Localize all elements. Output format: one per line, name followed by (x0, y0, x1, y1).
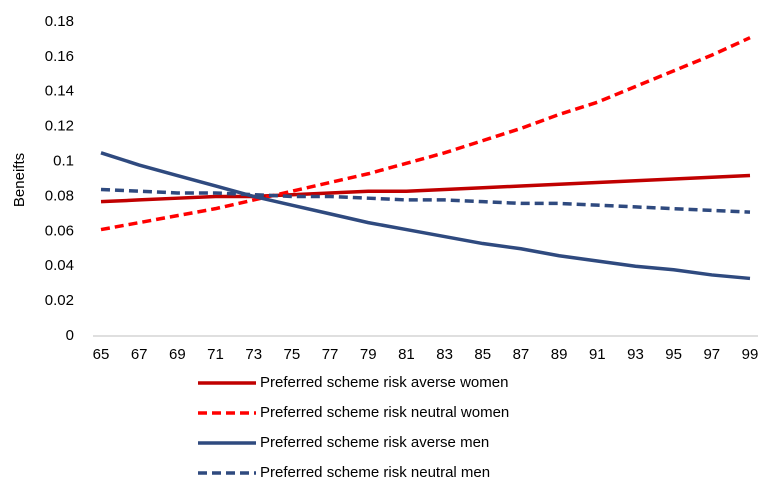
x-tick-label: 65 (93, 346, 110, 363)
x-tick-label: 73 (245, 346, 262, 363)
y-tick-label: 0.04 (45, 257, 74, 274)
x-tick-label: 67 (131, 346, 148, 363)
series-line (100, 187, 751, 214)
series-line (100, 151, 751, 281)
x-tick-label: 85 (474, 346, 491, 363)
x-tick-label: 75 (284, 346, 301, 363)
x-tick-label: 87 (513, 346, 530, 363)
x-tick-label: 69 (169, 346, 186, 363)
x-tick-label: 99 (742, 346, 759, 363)
y-tick-label: 0.02 (45, 292, 74, 309)
y-tick-label: 0.14 (45, 83, 74, 100)
x-tick-label: 93 (627, 346, 644, 363)
x-tick-label: 79 (360, 346, 377, 363)
x-tick-label: 83 (436, 346, 453, 363)
legend-label: Preferred scheme risk averse women (260, 374, 508, 391)
y-tick-label: 0.1 (53, 153, 74, 170)
y-tick-label: 0.12 (45, 118, 74, 135)
x-tick-label: 71 (207, 346, 224, 363)
x-tick-label: 97 (703, 346, 720, 363)
y-tick-label: 0.16 (45, 48, 74, 65)
series-line (100, 36, 751, 232)
x-tick-label: 77 (322, 346, 339, 363)
y-tick-label: 0.06 (45, 222, 74, 239)
x-tick-label: 95 (665, 346, 682, 363)
x-tick-label: 91 (589, 346, 606, 363)
series-line (100, 173, 751, 204)
legend-label: Preferred scheme risk neutral women (260, 404, 509, 421)
y-tick-label: 0.18 (45, 13, 74, 30)
y-axis-label: Beneifts (11, 153, 28, 207)
y-tick-label: 0.08 (45, 187, 74, 204)
legend-label: Preferred scheme risk neutral men (260, 464, 490, 481)
legend-label: Preferred scheme risk averse men (260, 434, 489, 451)
x-tick-label: 81 (398, 346, 415, 363)
x-tick-label: 89 (551, 346, 568, 363)
y-tick-label: 0 (66, 327, 74, 344)
